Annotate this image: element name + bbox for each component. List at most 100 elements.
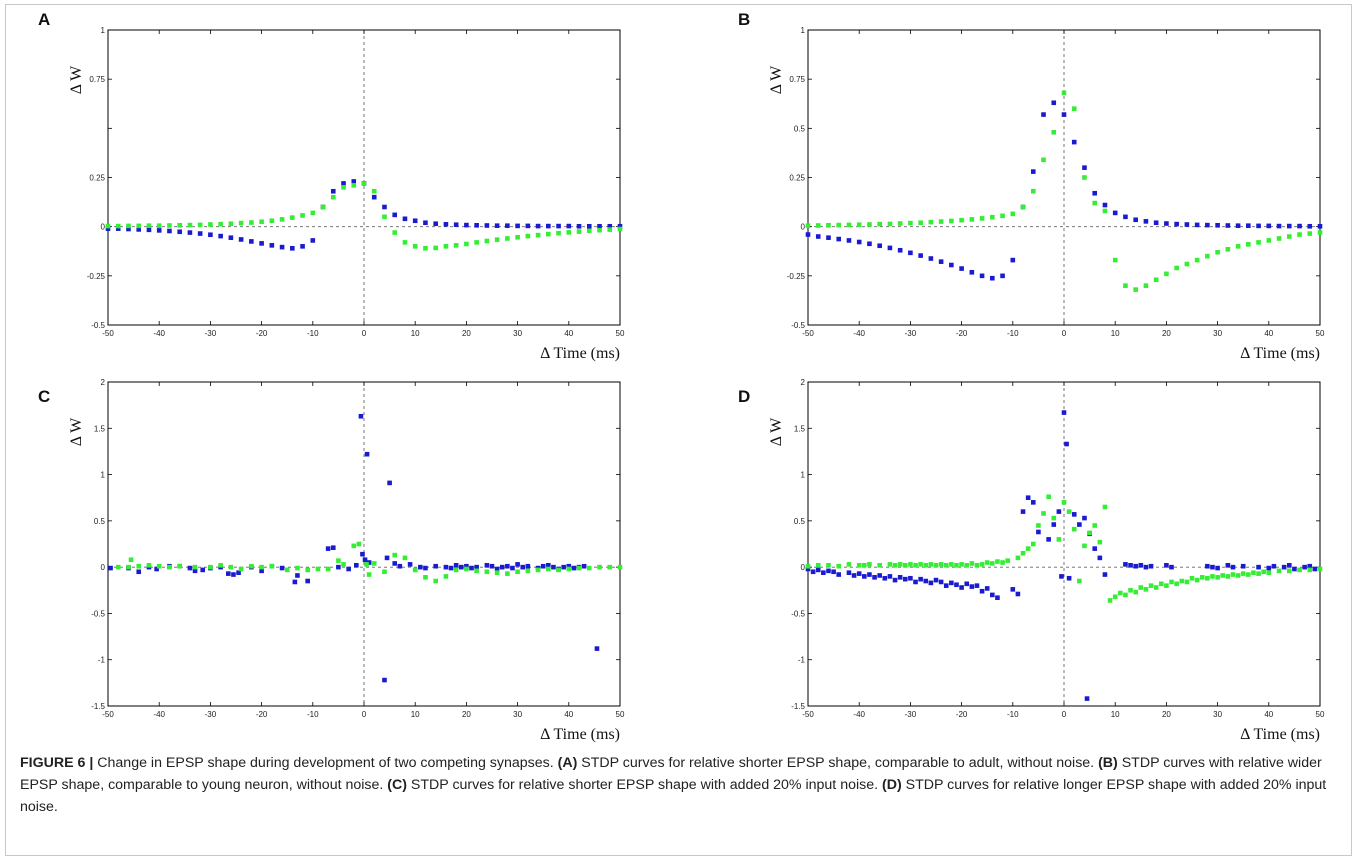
xtick-label-c: 40	[564, 710, 573, 719]
data-point-blue-c	[259, 568, 264, 574]
data-point-green-b	[1051, 129, 1057, 135]
data-point-blue-b	[1112, 210, 1118, 216]
data-point-green-b	[1092, 200, 1098, 206]
data-point-green-a	[546, 231, 551, 237]
data-point-blue-c	[364, 451, 370, 457]
data-point-green-b	[979, 216, 985, 221]
data-point-blue-b	[990, 275, 995, 281]
data-point-blue-c	[187, 565, 193, 571]
data-point-green-c	[505, 571, 510, 576]
data-point-blue-d	[1051, 522, 1057, 527]
data-point-blue-b	[1030, 169, 1036, 174]
data-point-green-d	[1097, 539, 1103, 545]
data-point-green-b	[1286, 234, 1292, 239]
data-point-green-d	[846, 562, 852, 567]
xtick-label-d: -20	[956, 710, 968, 719]
data-point-green-a	[105, 223, 111, 229]
data-point-blue-a	[597, 223, 602, 229]
data-point-blue-d	[964, 581, 970, 587]
data-point-green-a	[238, 220, 244, 226]
data-point-green-d	[1194, 577, 1200, 583]
data-point-blue-d	[923, 578, 929, 584]
data-point-blue-d	[1215, 565, 1220, 571]
data-point-green-a	[607, 227, 613, 232]
data-point-green-d	[1251, 570, 1256, 575]
data-point-blue-a	[586, 223, 592, 229]
data-point-blue-a	[525, 223, 531, 229]
data-point-green-d	[1133, 589, 1138, 595]
data-point-green-b	[1194, 257, 1200, 263]
caption-text-a: STDP curves for relative shorter EPSP sh…	[577, 755, 1099, 771]
ytick-label-c: -1.5	[91, 702, 105, 711]
data-point-blue-d	[1082, 515, 1087, 521]
ytick-label-c: -1	[98, 656, 106, 665]
panel-d: D -50 -40 -30 -20 -10 0 10 20 30 40 50 -1.5 -1 -0.5 0 0.…	[738, 378, 1325, 743]
data-point-blue-d	[1128, 562, 1133, 568]
data-point-green-c	[259, 564, 264, 570]
xtick-label-c: -50	[102, 710, 114, 719]
panel-letter-b: B	[738, 10, 750, 29]
data-point-blue-c	[397, 563, 403, 569]
data-point-blue-d	[887, 574, 893, 579]
y-axis-label-c: Δ W	[68, 417, 85, 446]
data-point-blue-c	[433, 563, 438, 569]
caption-tag-b: (B)	[1098, 755, 1118, 771]
data-point-blue-d	[1092, 546, 1098, 551]
data-point-green-b	[908, 220, 913, 226]
ytick-label-c: 0	[101, 563, 106, 572]
data-point-blue-b	[1010, 257, 1016, 263]
data-point-blue-b	[1184, 222, 1190, 227]
data-point-blue-c	[551, 564, 556, 570]
data-point-blue-c	[358, 413, 364, 419]
data-point-blue-d	[872, 575, 877, 580]
data-point-blue-c	[362, 557, 368, 563]
data-point-blue-d	[1061, 410, 1067, 415]
data-point-green-b	[815, 223, 821, 228]
ytick-label-a: 1	[101, 26, 106, 35]
data-point-blue-a	[443, 222, 449, 227]
data-point-green-d	[1143, 587, 1149, 592]
ytick-label-a: -0.5	[91, 321, 105, 330]
xtick-label-a: -30	[205, 329, 217, 338]
data-point-blue-b	[1256, 223, 1261, 229]
data-point-green-a	[136, 223, 142, 229]
data-point-green-d	[867, 562, 872, 567]
data-point-blue-c	[236, 570, 241, 575]
data-point-blue-b	[877, 243, 882, 249]
data-point-blue-a	[279, 244, 285, 250]
ytick-label-b: 0.25	[789, 174, 805, 183]
data-point-blue-d	[938, 579, 944, 585]
panel-letter-c: C	[38, 387, 50, 406]
data-point-green-b	[1317, 230, 1323, 235]
data-point-blue-b	[928, 256, 934, 261]
data-point-green-b	[867, 222, 872, 227]
data-point-blue-d	[902, 576, 908, 582]
data-point-blue-b	[836, 236, 842, 242]
data-point-blue-c	[418, 564, 423, 570]
data-point-green-d	[979, 562, 985, 567]
data-point-blue-d	[1138, 562, 1144, 568]
caption-text-c: STDP curves for relative shorter EPSP sh…	[406, 777, 882, 793]
data-point-green-d	[1261, 569, 1266, 575]
xtick-label-d: -50	[802, 710, 814, 719]
data-point-blue-a	[290, 246, 295, 251]
data-point-blue-a	[167, 228, 172, 234]
data-point-green-c	[284, 567, 290, 573]
xtick-label-b: 30	[1213, 329, 1222, 338]
data-point-blue-a	[464, 222, 469, 228]
data-point-green-c	[474, 568, 479, 574]
data-point-blue-b	[1194, 222, 1200, 228]
xtick-label-d: 40	[1264, 710, 1273, 719]
data-point-blue-d	[1210, 564, 1215, 570]
data-point-blue-a	[197, 231, 203, 236]
data-point-blue-c	[354, 562, 359, 568]
data-point-green-c	[325, 566, 331, 572]
xtick-label-d: 50	[1316, 710, 1325, 719]
data-point-green-b	[1071, 106, 1077, 111]
data-point-blue-a	[177, 229, 182, 235]
data-point-blue-d	[1010, 587, 1016, 592]
data-point-blue-d	[877, 573, 882, 578]
data-point-blue-a	[146, 227, 152, 233]
data-point-green-c	[167, 564, 172, 570]
data-point-green-c	[464, 566, 469, 572]
